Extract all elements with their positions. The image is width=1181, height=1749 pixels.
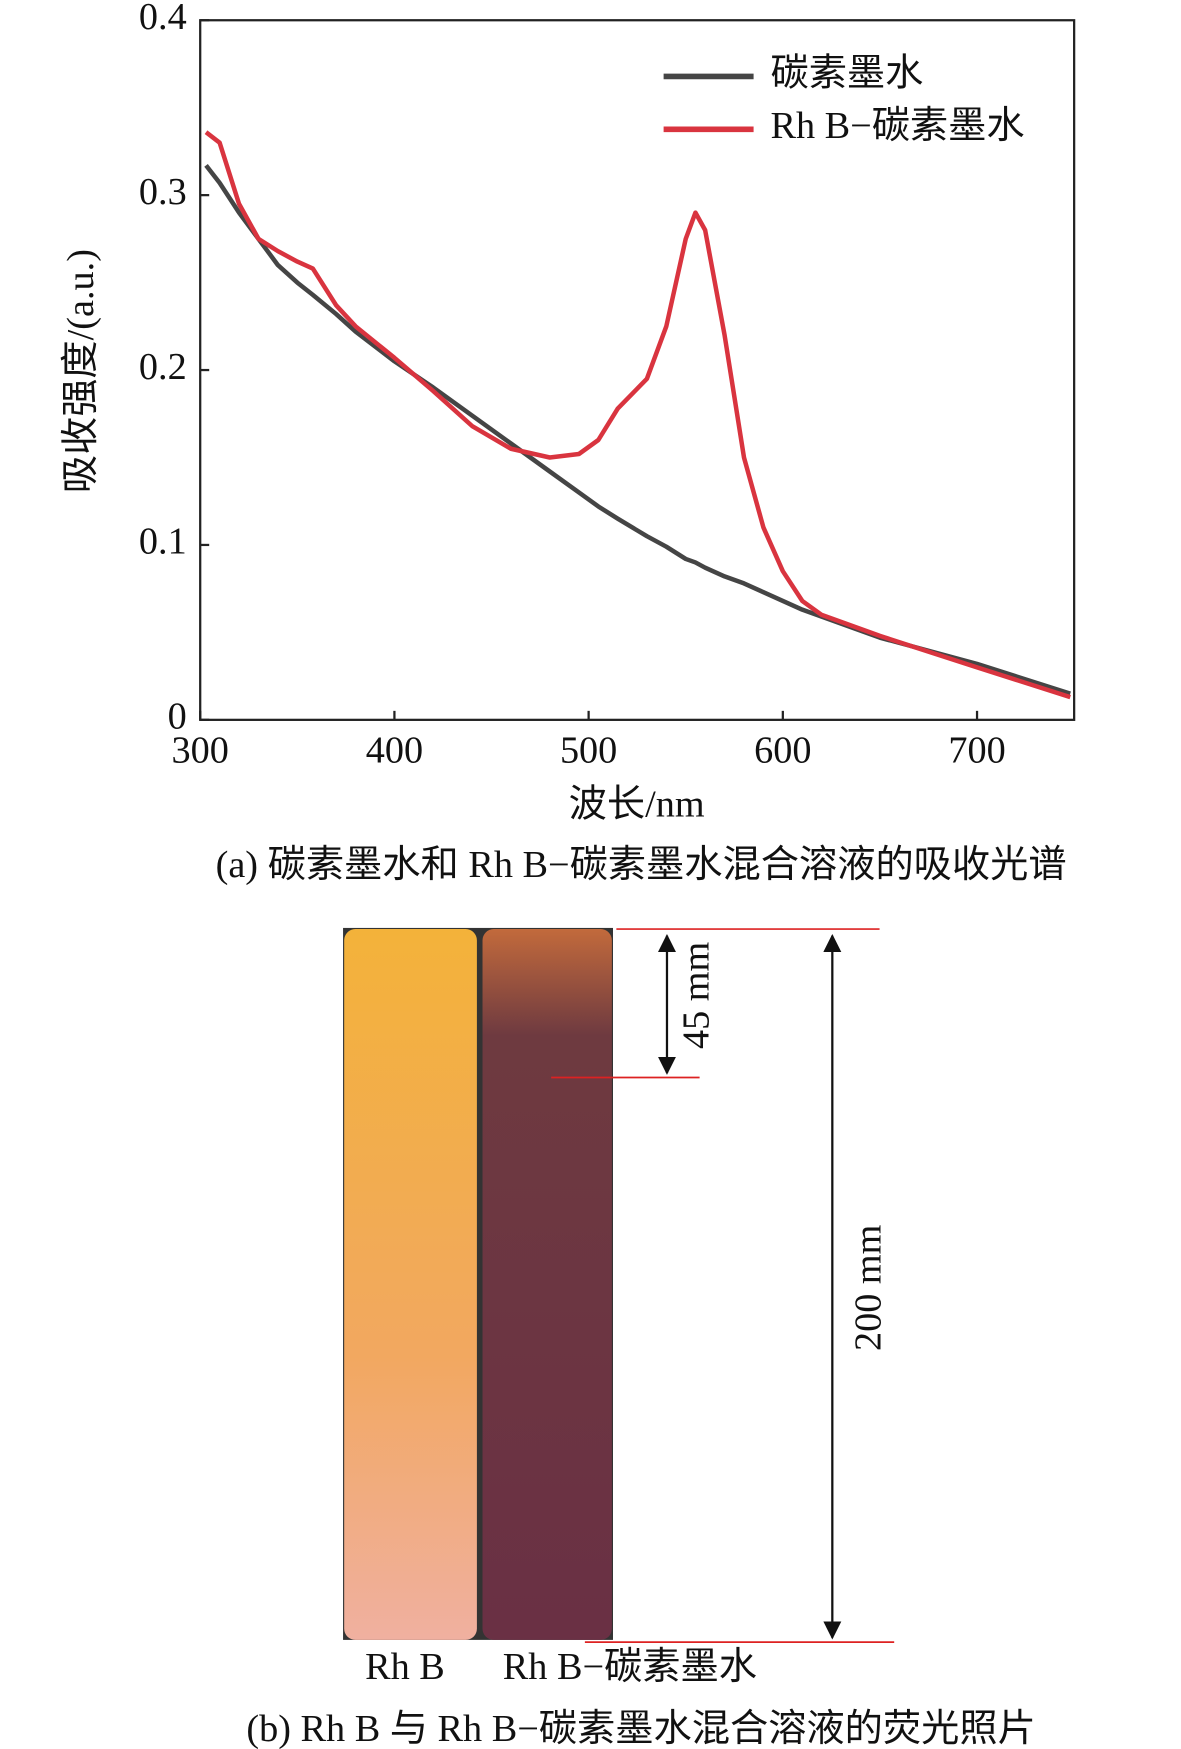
tube-label: Rh B	[365, 1646, 445, 1688]
x-axis-label: 波长/nm	[569, 783, 705, 825]
caption-a: (a) 碳素墨水和 Rh B−碳素墨水混合溶液的吸收光谱	[216, 843, 1067, 886]
legend-label: 碳素墨水	[770, 52, 923, 94]
series-line	[204, 164, 1071, 696]
x-tick-label: 400	[366, 729, 423, 771]
y-tick-label: 0.4	[139, 0, 187, 38]
tube-label: Rh B−碳素墨水	[503, 1646, 757, 1688]
tube-rhb	[344, 929, 477, 1640]
y-tick-label: 0.3	[139, 171, 187, 213]
y-axis-label: 吸收强度/(a.u.)	[59, 249, 102, 493]
caption-b: (b) Rh B 与 Rh B−碳素墨水混合溶液的荧光照片	[246, 1707, 1035, 1749]
legend-label: Rh B−碳素墨水	[770, 105, 1024, 147]
y-tick-label: 0.2	[139, 346, 187, 388]
tube-mix	[482, 929, 612, 1640]
dimension-label: 45 mm	[675, 942, 717, 1050]
y-tick-label: 0	[168, 696, 187, 738]
x-tick-label: 500	[560, 729, 617, 771]
x-tick-label: 600	[754, 729, 811, 771]
dimension-label: 200 mm	[847, 1224, 889, 1351]
y-tick-label: 0.1	[139, 521, 187, 563]
x-tick-label: 300	[172, 729, 229, 771]
series-line	[204, 130, 1071, 700]
x-tick-label: 700	[948, 729, 1005, 771]
